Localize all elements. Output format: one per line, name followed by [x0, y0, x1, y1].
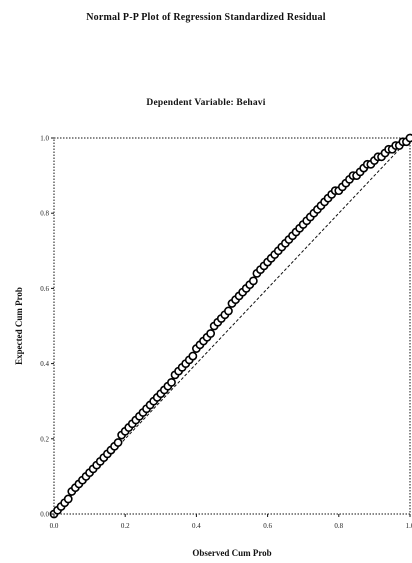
x-tick-label: 0.4	[192, 522, 201, 530]
x-axis-label: Observed Cum Prob	[192, 548, 271, 558]
data-point	[224, 306, 233, 316]
y-tick-label: 0.4	[40, 360, 49, 368]
y-tick-label: 1.0	[40, 135, 49, 143]
data-point	[405, 133, 412, 143]
data-point	[113, 438, 123, 447]
y-axis-label: Expected Cum Prob	[14, 287, 24, 365]
y-tick-label: 0.2	[40, 435, 49, 443]
x-tick-label: 0.6	[263, 522, 272, 530]
data-point	[167, 377, 176, 387]
plot-frame	[53, 137, 411, 515]
chart-title: Normal P-P Plot of Regression Standardiz…	[86, 12, 326, 23]
data-point	[188, 351, 198, 361]
y-tick-label: 0.0	[40, 511, 49, 519]
x-tick-label: 0.0	[50, 522, 59, 530]
data-point	[248, 276, 258, 286]
data-point	[206, 329, 216, 338]
x-tick-label: 0.2	[121, 522, 130, 530]
data-point	[63, 494, 73, 504]
y-tick-label: 0.6	[40, 285, 49, 293]
y-tick-label: 0.8	[40, 210, 49, 218]
x-tick-label: 1.0	[406, 522, 412, 530]
chart-subtitle: Dependent Variable: Behavi	[146, 98, 266, 108]
x-tick-label: 0.8	[334, 522, 343, 530]
